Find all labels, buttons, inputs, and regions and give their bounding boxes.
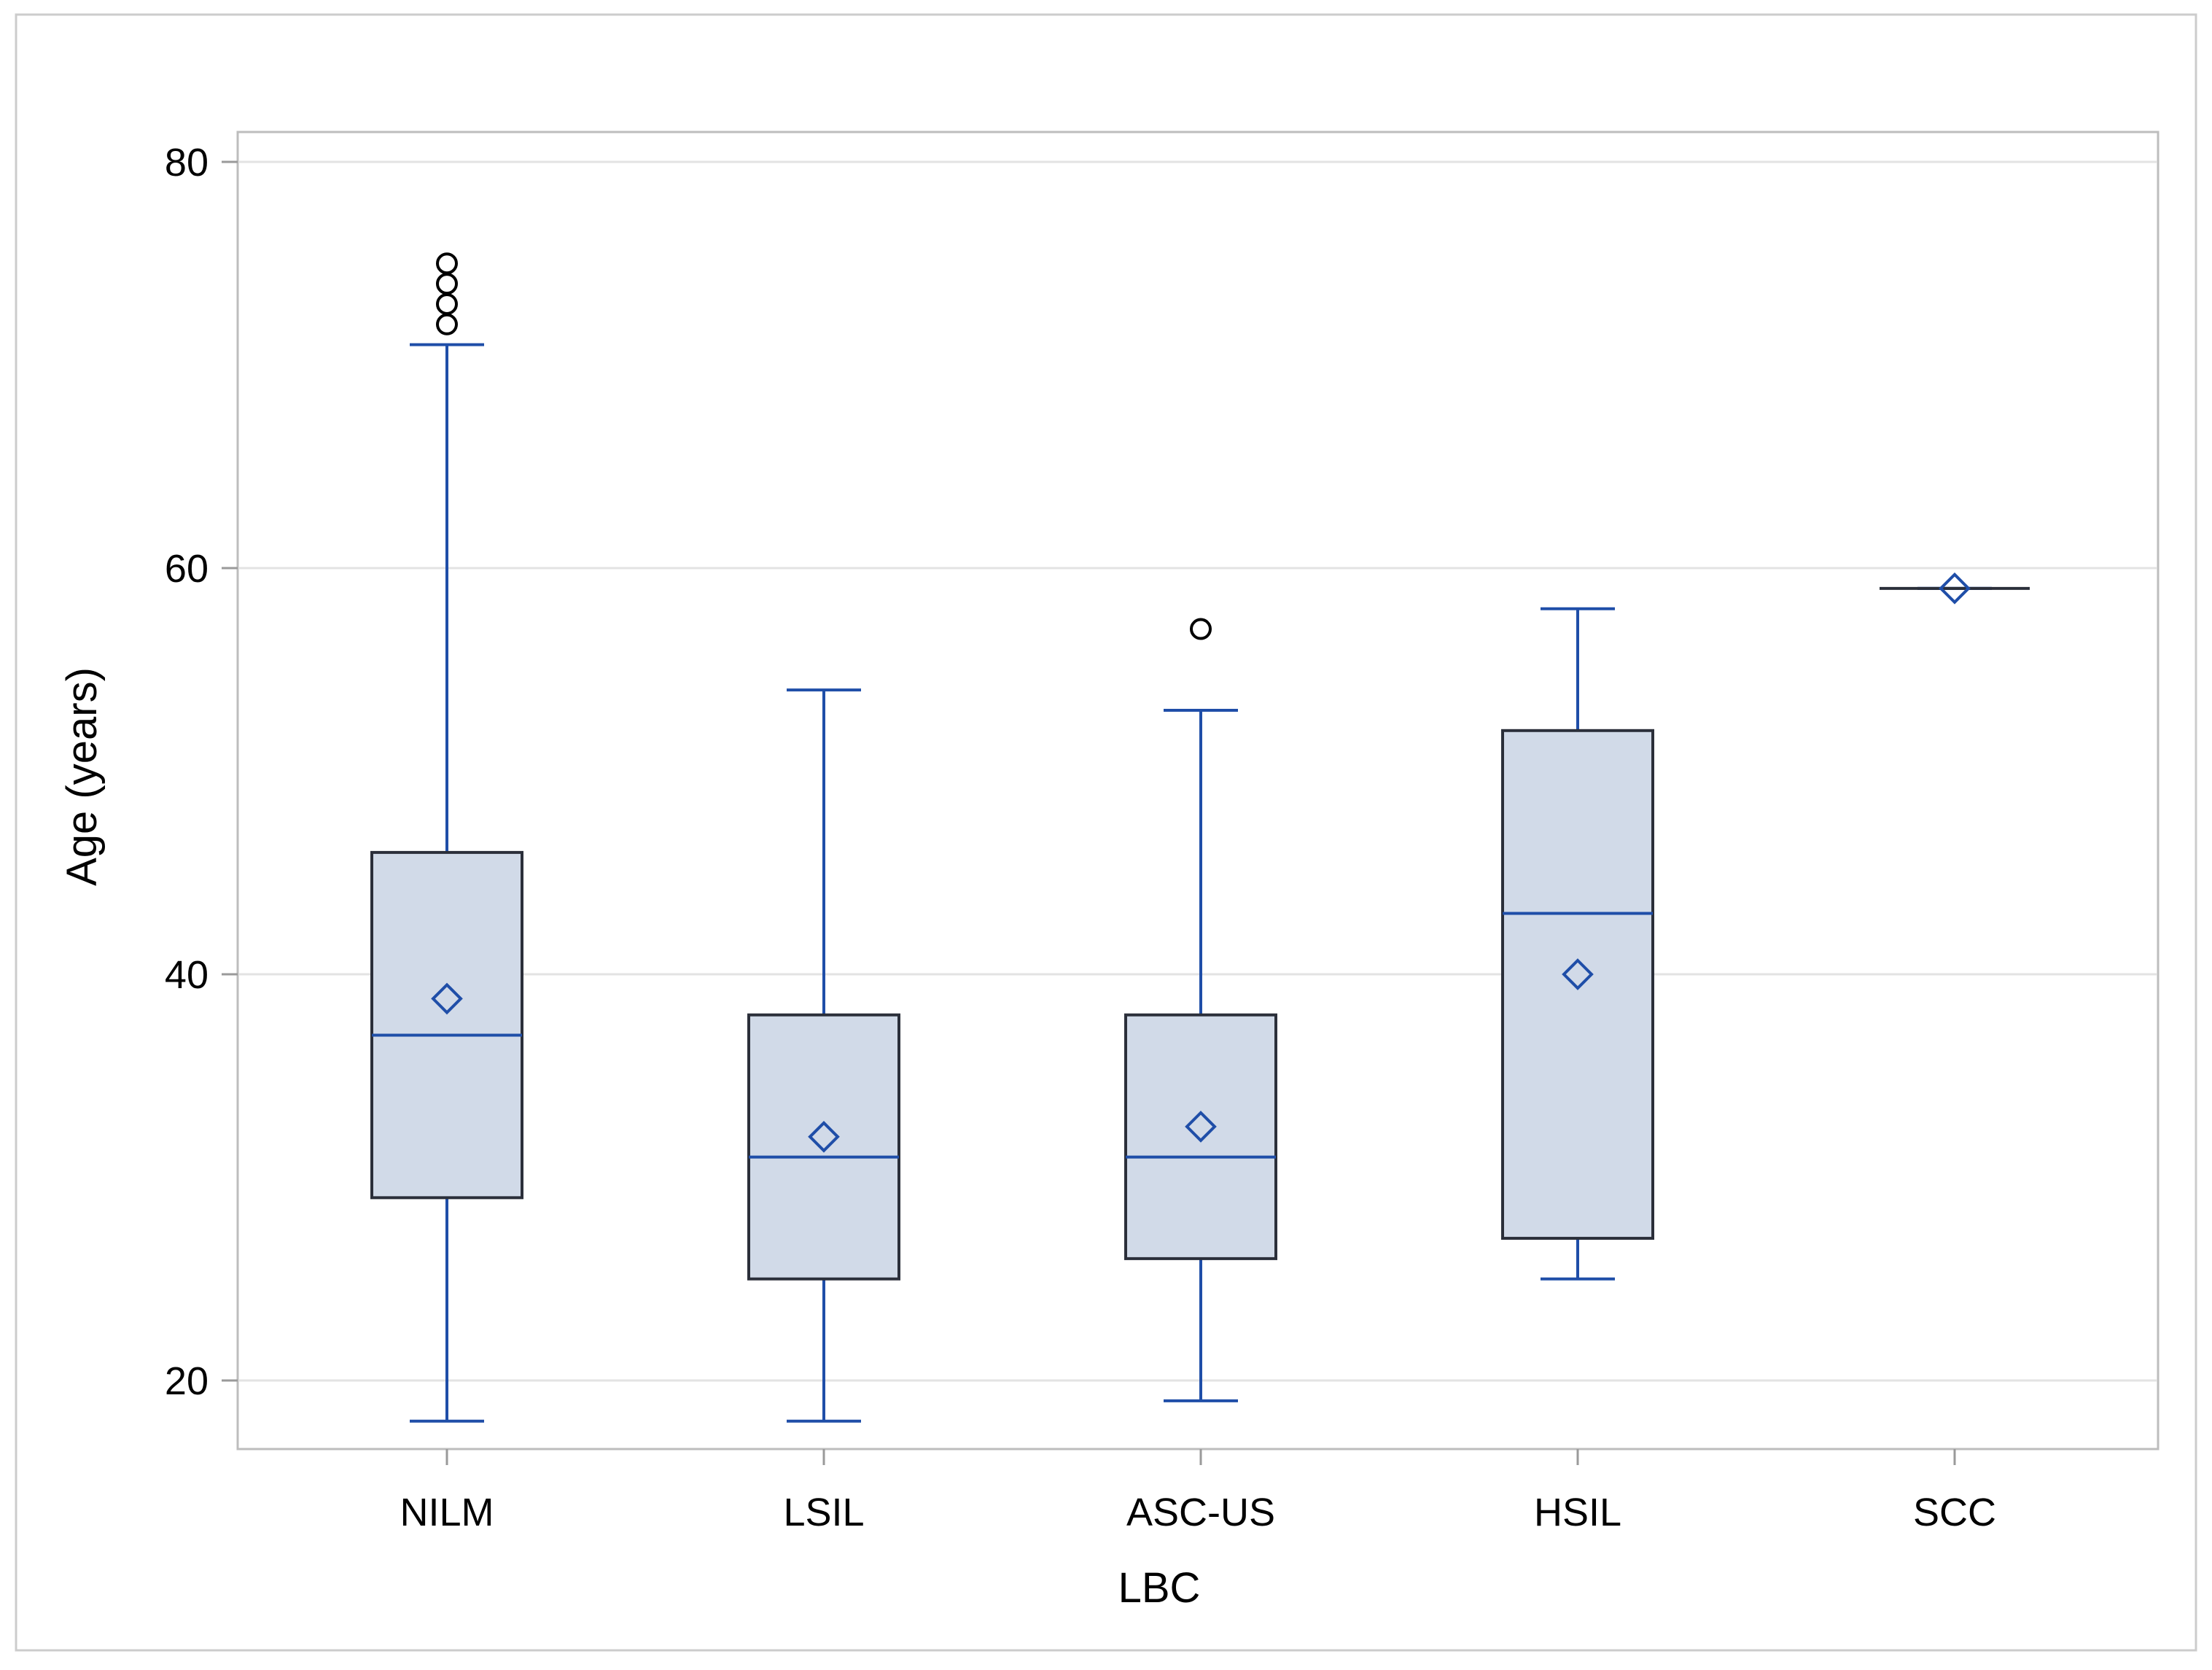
- box-hsil: [1501, 607, 1654, 1281]
- axes: 20 40 60 80 NILM LSIL ASC-US HSIL SCC: [165, 141, 1996, 1534]
- y-tick-label: 40: [165, 953, 209, 997]
- mean-marker: [808, 1120, 840, 1153]
- mean-marker: [1185, 1111, 1217, 1143]
- boxes: [370, 252, 2030, 1423]
- iqr-box: [370, 850, 523, 1200]
- outlier-point: [1190, 618, 1212, 640]
- box-lsil: [747, 688, 900, 1423]
- box-scc: [1880, 572, 2030, 605]
- y-tick-label: 60: [165, 547, 209, 591]
- x-tick-label: SCC: [1913, 1491, 1996, 1534]
- box-asc-us: [1124, 618, 1277, 1402]
- mean-marker: [431, 982, 463, 1015]
- x-tick-label: HSIL: [1534, 1491, 1621, 1534]
- mean-marker: [1939, 572, 1971, 605]
- iqr-box: [1501, 729, 1654, 1240]
- y-axis-title: Age (years): [58, 667, 106, 886]
- x-axis-title: LBC: [1118, 1564, 1201, 1612]
- x-tick-label: ASC-US: [1126, 1491, 1275, 1534]
- mean-marker: [1562, 958, 1594, 990]
- y-tick-label: 20: [165, 1359, 209, 1403]
- gridlines: [239, 160, 2157, 1382]
- x-tick-label: NILM: [400, 1491, 494, 1534]
- iqr-box: [1124, 1013, 1277, 1260]
- iqr-box: [747, 1013, 900, 1281]
- y-tick-label: 80: [165, 141, 209, 185]
- box-nilm: [370, 252, 523, 1423]
- outlier-point: [436, 252, 458, 275]
- x-tick-label: LSIL: [783, 1491, 864, 1534]
